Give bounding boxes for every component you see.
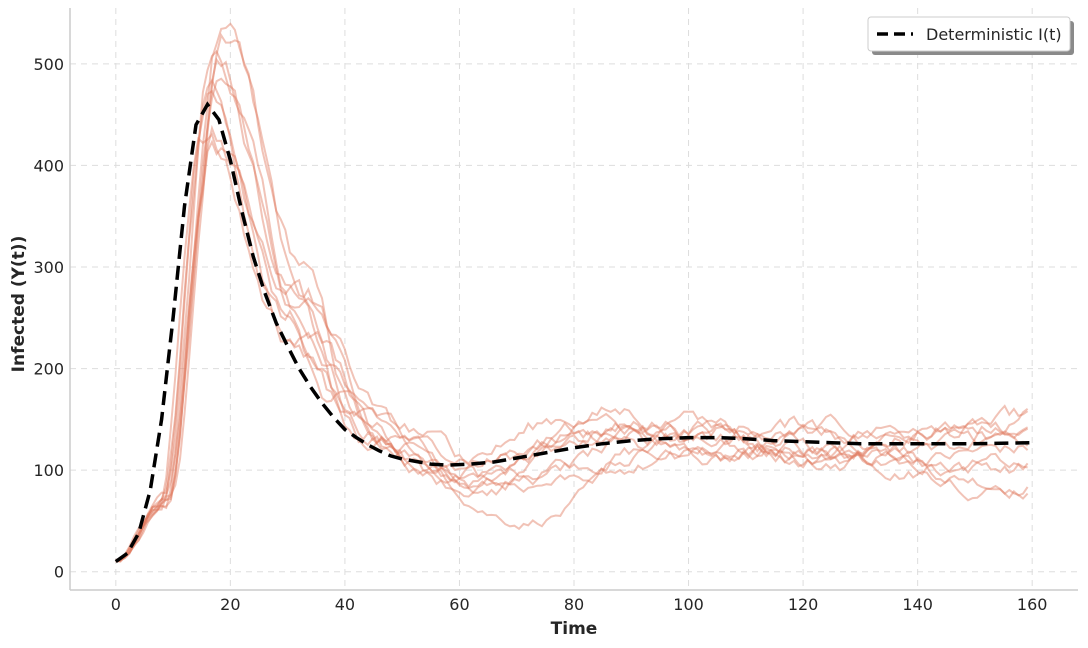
- grid: [70, 8, 1078, 590]
- y-tick-label: 500: [33, 55, 64, 74]
- y-tick-label: 200: [33, 360, 64, 379]
- stochastic-line: [115, 32, 1029, 562]
- x-tick-label: 40: [335, 595, 355, 614]
- x-tick-label: 100: [673, 595, 704, 614]
- legend-label-deterministic: Deterministic I(t): [926, 25, 1062, 44]
- x-tick-label: 140: [902, 595, 933, 614]
- stochastic-line: [115, 132, 1029, 561]
- legend-box: [867, 16, 1071, 52]
- x-tick-label: 0: [111, 595, 121, 614]
- y-axis-label: Infected (Y(t)): [9, 236, 29, 373]
- x-tick-label: 20: [220, 595, 240, 614]
- x-tick-label: 120: [788, 595, 819, 614]
- deterministic-line: [114, 101, 1033, 564]
- x-tick-label: 160: [1017, 595, 1048, 614]
- y-tick-label: 100: [33, 461, 64, 480]
- x-axis-label: Time: [551, 619, 598, 639]
- y-tick-labels: 0 100 200 300 400 500: [33, 55, 64, 582]
- y-tick-label: 300: [33, 258, 64, 277]
- x-tick-label: 60: [449, 595, 469, 614]
- y-tick-label: 400: [33, 156, 64, 175]
- x-tick-label: 80: [564, 595, 584, 614]
- stochastic-line: [115, 89, 1029, 562]
- y-tick-label: 0: [54, 563, 64, 582]
- stochastic-line: [115, 139, 1028, 563]
- stochastic-line: [115, 124, 1029, 563]
- stochastic-line: [115, 78, 1029, 562]
- stochastic-line: [115, 22, 1029, 563]
- x-tick-labels: 0 20 40 60 80 100 120 140 160: [111, 595, 1048, 614]
- legend: Deterministic I(t): [867, 16, 1074, 55]
